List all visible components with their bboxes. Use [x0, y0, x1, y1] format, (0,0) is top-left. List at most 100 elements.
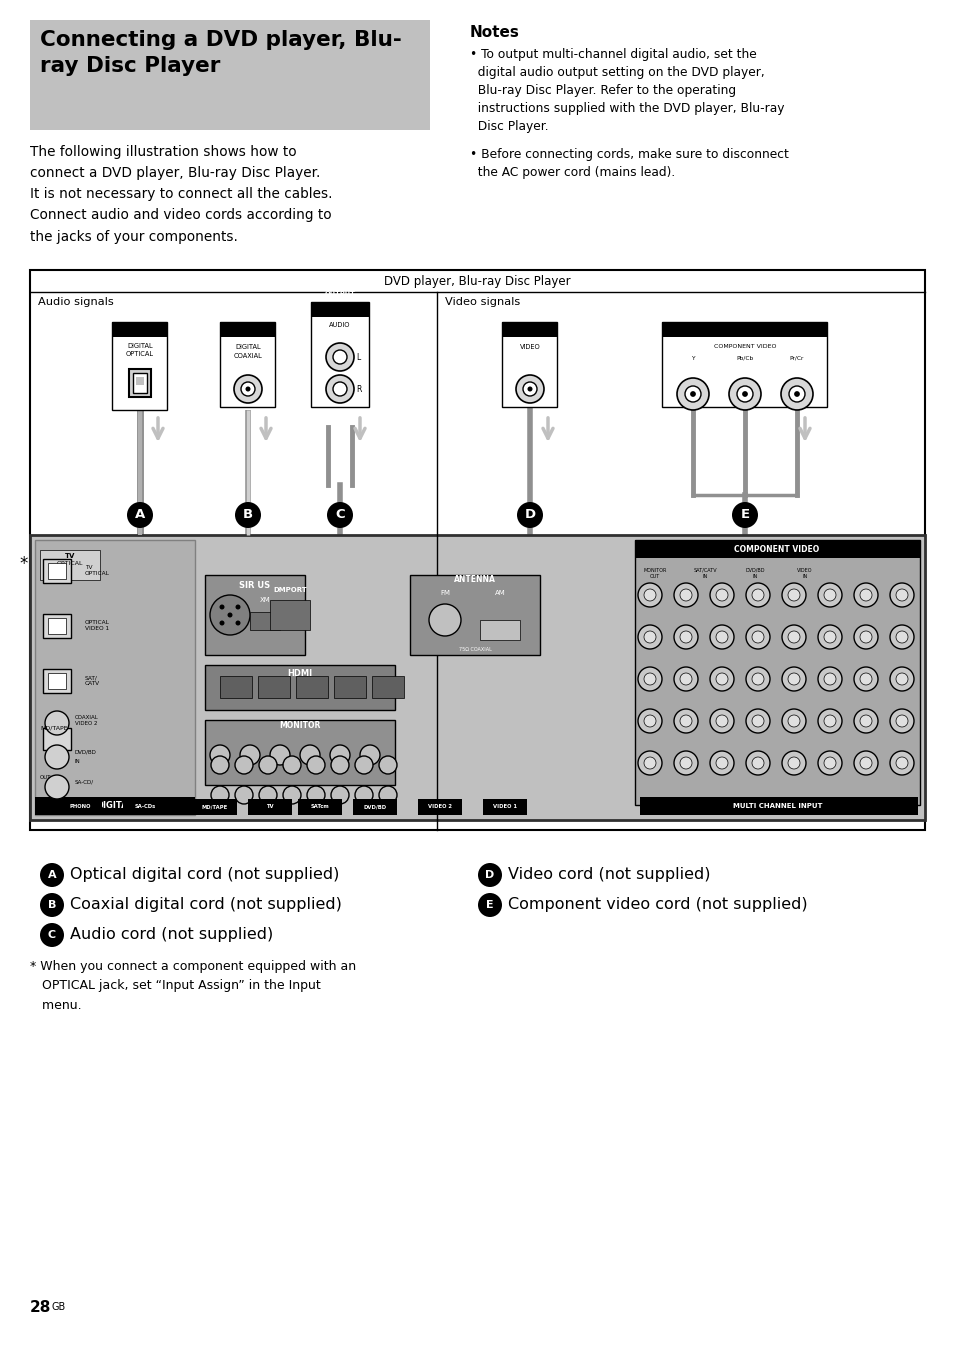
Bar: [30, 20, 430, 130]
Circle shape: [731, 502, 758, 529]
Circle shape: [745, 708, 769, 733]
Circle shape: [859, 589, 871, 602]
Bar: [48, 673, 66, 690]
Bar: [635, 539, 919, 558]
Bar: [43, 727, 71, 750]
Circle shape: [516, 375, 543, 403]
Circle shape: [355, 786, 373, 804]
Text: MULTI CHANNEL INPUT: MULTI CHANNEL INPUT: [733, 803, 821, 808]
Text: SA-CDs: SA-CDs: [134, 804, 155, 810]
Circle shape: [859, 673, 871, 685]
Circle shape: [895, 631, 907, 644]
Circle shape: [234, 756, 253, 773]
Bar: [220, 322, 275, 337]
Bar: [48, 618, 66, 634]
Circle shape: [283, 756, 301, 773]
Circle shape: [741, 391, 747, 397]
Text: R: R: [355, 384, 361, 393]
Circle shape: [817, 625, 841, 649]
Bar: [334, 676, 366, 698]
Circle shape: [638, 583, 661, 607]
Bar: [417, 799, 461, 815]
Circle shape: [299, 745, 319, 765]
Circle shape: [210, 745, 230, 765]
Text: IN: IN: [75, 758, 81, 764]
Bar: [257, 676, 290, 698]
Bar: [205, 721, 395, 786]
Text: Audio signals: Audio signals: [38, 297, 113, 307]
Circle shape: [40, 894, 64, 917]
Bar: [482, 799, 526, 815]
Circle shape: [517, 502, 542, 529]
Text: Y: Y: [691, 356, 694, 361]
Circle shape: [679, 631, 691, 644]
Text: • Before connecting cords, make sure to disconnect
  the AC power cord (mains le: • Before connecting cords, make sure to …: [470, 147, 788, 178]
Circle shape: [751, 757, 763, 769]
Circle shape: [751, 715, 763, 727]
Text: OUTPUT: OUTPUT: [514, 311, 545, 318]
Circle shape: [684, 387, 700, 402]
Circle shape: [895, 715, 907, 727]
Bar: [353, 799, 396, 815]
Text: ASSIGNABLE: ASSIGNABLE: [40, 800, 71, 804]
Circle shape: [638, 708, 661, 733]
Circle shape: [889, 667, 913, 691]
Text: Audio cord (not supplied): Audio cord (not supplied): [70, 927, 273, 942]
Text: FM: FM: [439, 589, 450, 596]
Text: Connecting a DVD player, Blu-
ray Disc Player: Connecting a DVD player, Blu- ray Disc P…: [40, 30, 401, 76]
Circle shape: [787, 673, 800, 685]
Bar: [129, 369, 151, 397]
Bar: [58, 799, 102, 815]
Text: C: C: [48, 930, 56, 940]
Circle shape: [643, 673, 656, 685]
Circle shape: [522, 383, 537, 396]
Circle shape: [241, 383, 254, 396]
Bar: [250, 612, 280, 630]
Circle shape: [817, 708, 841, 733]
Circle shape: [327, 502, 353, 529]
Text: Video cord (not supplied): Video cord (not supplied): [507, 868, 710, 883]
Text: Pr/Cr: Pr/Cr: [789, 356, 803, 361]
Text: D: D: [485, 869, 494, 880]
Text: SA-CD/: SA-CD/: [75, 780, 94, 786]
Circle shape: [853, 708, 877, 733]
Circle shape: [283, 786, 301, 804]
Text: OUT: OUT: [40, 775, 51, 780]
Circle shape: [270, 745, 290, 765]
Text: SAT/CATV
IN: SAT/CATV IN: [693, 568, 716, 579]
Circle shape: [240, 745, 260, 765]
Circle shape: [889, 750, 913, 775]
Circle shape: [326, 375, 354, 403]
Circle shape: [737, 387, 752, 402]
Circle shape: [728, 379, 760, 410]
Circle shape: [787, 631, 800, 644]
Text: TV
OPTICAL: TV OPTICAL: [85, 565, 110, 576]
Circle shape: [889, 583, 913, 607]
Circle shape: [817, 667, 841, 691]
Text: OUTPUT: OUTPUT: [324, 292, 355, 297]
Circle shape: [477, 863, 501, 887]
Bar: [35, 796, 194, 815]
Bar: [502, 322, 557, 337]
Circle shape: [716, 673, 727, 685]
Circle shape: [219, 621, 224, 626]
Circle shape: [331, 756, 349, 773]
Text: TV: TV: [65, 553, 75, 558]
Text: Video signals: Video signals: [445, 297, 520, 307]
Circle shape: [823, 673, 835, 685]
Circle shape: [245, 387, 251, 392]
Circle shape: [781, 379, 812, 410]
Text: MONITOR
OUT: MONITOR OUT: [642, 568, 666, 579]
Circle shape: [378, 786, 396, 804]
Bar: [502, 322, 557, 407]
Text: • To output multi-channel digital audio, set the
  digital audio output setting : • To output multi-channel digital audio,…: [470, 49, 783, 132]
Text: Pb/Cb: Pb/Cb: [736, 356, 753, 361]
Circle shape: [673, 625, 698, 649]
Circle shape: [40, 923, 64, 946]
Text: COMPONENT VIDEO: COMPONENT VIDEO: [713, 343, 776, 349]
Text: DIGITAL: DIGITAL: [127, 343, 152, 349]
Circle shape: [477, 894, 501, 917]
Text: MD/TAPE: MD/TAPE: [40, 725, 68, 730]
Circle shape: [235, 621, 240, 626]
Text: XM: XM: [259, 598, 270, 603]
